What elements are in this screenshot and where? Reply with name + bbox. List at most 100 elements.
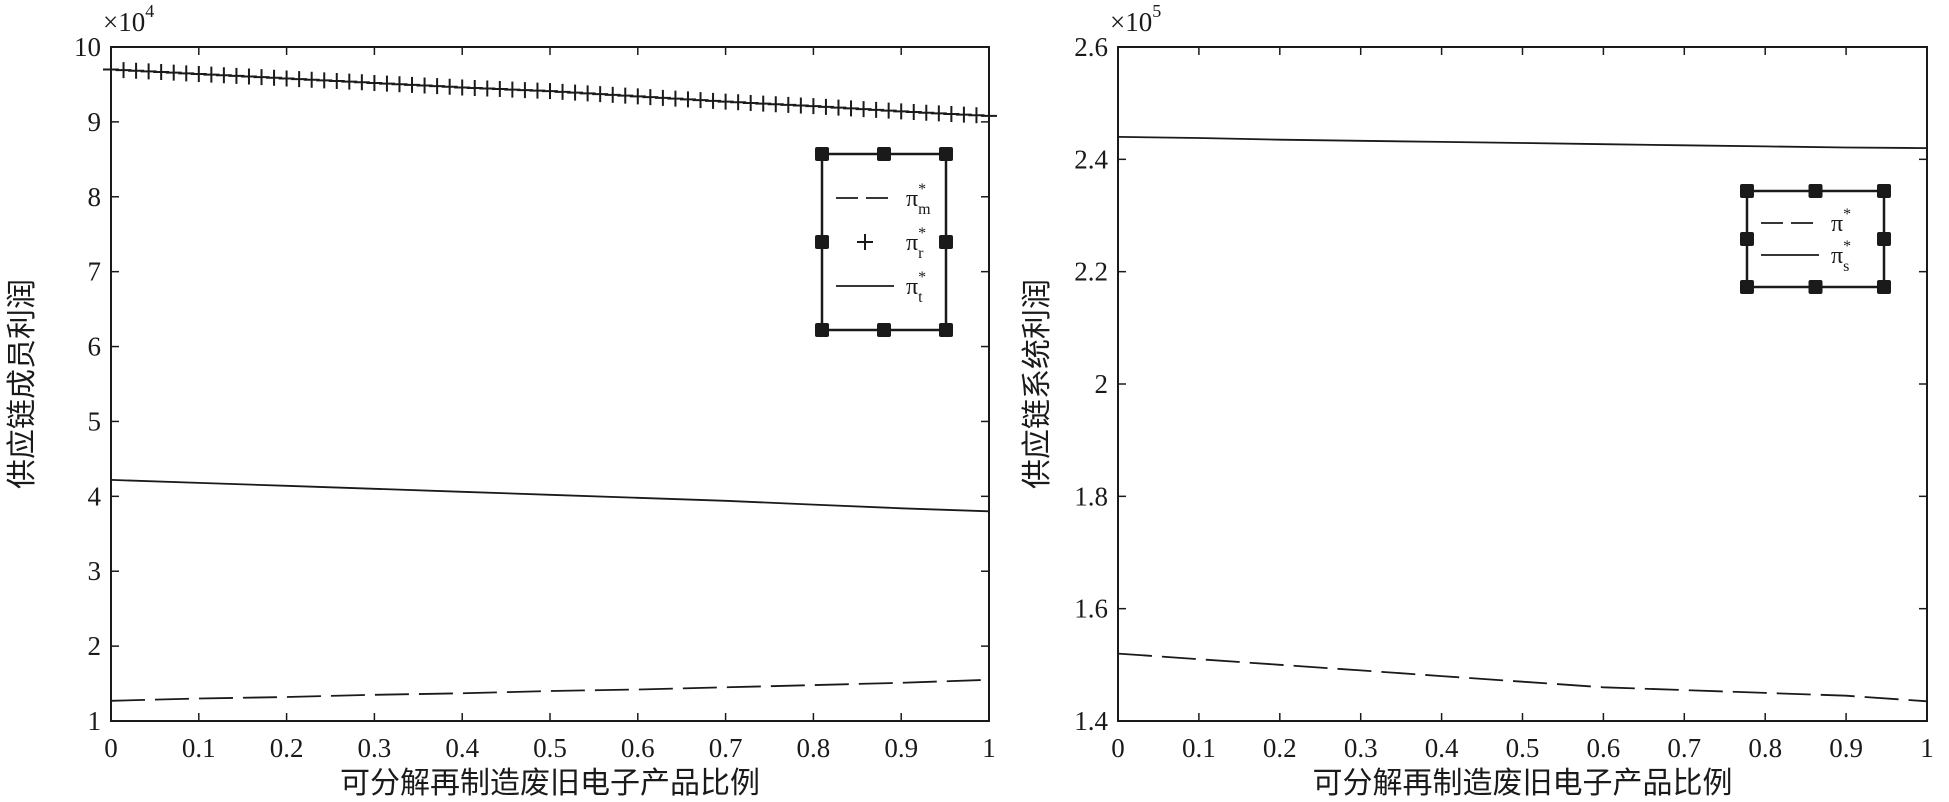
legend-label-sup: * bbox=[918, 269, 926, 286]
y-tick-label: 2 bbox=[88, 631, 102, 661]
legend-resize-handle[interactable] bbox=[1877, 184, 1891, 198]
legend-label-sup: * bbox=[918, 181, 926, 198]
legend-resize-handle[interactable] bbox=[939, 147, 953, 161]
y-tick-label: 2.2 bbox=[1074, 257, 1108, 287]
legend-label-main: π bbox=[1831, 211, 1843, 237]
y-tick-label: 8 bbox=[88, 182, 102, 212]
x-tick-label: 0.8 bbox=[797, 733, 831, 763]
legend-resize-handle[interactable] bbox=[939, 323, 953, 337]
x-tick-label: 0.4 bbox=[445, 733, 479, 763]
legend-resize-handle[interactable] bbox=[877, 323, 891, 337]
y-tick-label: 2.4 bbox=[1074, 144, 1108, 174]
x-tick-label: 0.1 bbox=[182, 733, 216, 763]
y-tick-label: 2 bbox=[1095, 369, 1109, 399]
y-axis-multiplier: ×104 bbox=[103, 1, 154, 37]
x-tick-label: 0.7 bbox=[1667, 733, 1701, 763]
x-tick-label: 0.6 bbox=[1587, 733, 1621, 763]
legend-label-sub: r bbox=[918, 245, 924, 262]
legend-label-sup: * bbox=[1843, 206, 1851, 223]
x-tick-label: 0.1 bbox=[1182, 733, 1216, 763]
y-axis-label: 供应链成员利润 bbox=[6, 279, 39, 489]
legend-label-sub: t bbox=[918, 289, 923, 306]
left-chart-panel: 0 0.1 0.2 0.3 0.4 0.5 0.6 0.7 0.8 0.9 1 1 2 3 4 5 6 7 8 9 10… bbox=[6, 1, 997, 800]
y-tick-label: 3 bbox=[88, 556, 102, 586]
legend-box bbox=[1745, 189, 1886, 289]
x-tick-label: 0.5 bbox=[1506, 733, 1540, 763]
legend-label-sup: * bbox=[1843, 238, 1851, 255]
x-tick-label: 0.2 bbox=[1263, 733, 1297, 763]
y-tick-label: 1 bbox=[88, 706, 102, 736]
series-point bbox=[981, 107, 997, 124]
x-tick-label: 0 bbox=[104, 733, 118, 763]
x-tick-label: 1 bbox=[982, 733, 996, 763]
y-axis-multiplier-exponent: 5 bbox=[1152, 1, 1161, 21]
y-tick-label: 2.6 bbox=[1074, 32, 1108, 62]
series-0-line bbox=[1117, 652, 1928, 703]
x-tick-label: 0.7 bbox=[709, 733, 743, 763]
y-tick-label: 4 bbox=[88, 481, 102, 511]
y-tick-label: 10 bbox=[74, 32, 101, 62]
legend-resize-handle[interactable] bbox=[1808, 184, 1823, 198]
plot-frame bbox=[1117, 46, 1928, 722]
legend-resize-handle[interactable] bbox=[877, 147, 891, 161]
x-tick-label: 1 bbox=[1920, 733, 1934, 763]
legend-label: π* r bbox=[906, 225, 926, 262]
legend-label: π* s bbox=[1831, 238, 1851, 275]
legend-label: π* m bbox=[906, 181, 931, 218]
series-2-line bbox=[110, 479, 990, 513]
x-tick-label: 0.8 bbox=[1748, 733, 1782, 763]
legend-swatch-plus bbox=[857, 234, 873, 250]
legend-resize-handle[interactable] bbox=[1877, 280, 1891, 294]
x-tick-label: 0.3 bbox=[358, 733, 392, 763]
x-tick-label: 0.9 bbox=[884, 733, 918, 763]
legend-label-sup: * bbox=[918, 225, 926, 242]
y-axis-multiplier-base: ×10 bbox=[1110, 7, 1152, 37]
plot-frame bbox=[110, 46, 990, 722]
y-tick-label: 1.8 bbox=[1074, 481, 1108, 511]
y-tick-label: 1.4 bbox=[1074, 706, 1108, 736]
legend-resize-handle[interactable] bbox=[1740, 232, 1754, 246]
legend-label: π* t bbox=[906, 269, 926, 306]
x-tick-label: 0.6 bbox=[621, 733, 655, 763]
legend: π*π* s bbox=[1740, 184, 1891, 294]
series-0-line bbox=[110, 678, 990, 702]
legend-label-main: π bbox=[1831, 243, 1843, 269]
legend-resize-handle[interactable] bbox=[1740, 184, 1754, 198]
legend-label-main: π bbox=[906, 186, 918, 212]
x-tick-label: 0.3 bbox=[1344, 733, 1378, 763]
y-tick-label: 6 bbox=[88, 332, 102, 362]
series-1-markers bbox=[103, 61, 997, 124]
legend-label-main: π bbox=[906, 274, 918, 300]
legend-resize-handle[interactable] bbox=[815, 147, 829, 161]
y-axis-multiplier-base: ×10 bbox=[103, 7, 145, 37]
legend-resize-handle[interactable] bbox=[1877, 232, 1891, 246]
y-axis-label: 供应链系统利润 bbox=[1021, 279, 1054, 489]
x-tick-label: 0.5 bbox=[533, 733, 567, 763]
y-axis-multiplier-exponent: 4 bbox=[145, 1, 154, 21]
x-tick-label: 0.4 bbox=[1425, 733, 1459, 763]
legend-label-main: π bbox=[906, 230, 918, 256]
legend-label-sub: s bbox=[1843, 258, 1849, 275]
legend-label: π* bbox=[1831, 206, 1851, 237]
legend: π* mπ* rπ* t bbox=[815, 147, 953, 337]
legend-resize-handle[interactable] bbox=[939, 235, 953, 249]
x-axis-label: 可分解再制造废旧电子产品比例 bbox=[340, 767, 760, 800]
x-tick-label: 0.9 bbox=[1829, 733, 1863, 763]
legend-box bbox=[820, 152, 948, 332]
legend-resize-handle[interactable] bbox=[815, 323, 829, 337]
y-tick-label: 7 bbox=[88, 257, 102, 287]
y-tick-label: 1.6 bbox=[1074, 594, 1108, 624]
x-axis-label: 可分解再制造废旧电子产品比例 bbox=[1313, 767, 1733, 800]
x-tick-label: 0 bbox=[1111, 733, 1125, 763]
right-chart-panel: 0 0.1 0.2 0.3 0.4 0.5 0.6 0.7 0.8 0.9 1 1.4 1.6 1.8 2 2… bbox=[1021, 1, 1934, 800]
x-tick-label: 0.2 bbox=[270, 733, 304, 763]
y-tick-label: 5 bbox=[88, 406, 102, 436]
y-tick-label: 9 bbox=[88, 107, 102, 137]
y-axis-multiplier: ×105 bbox=[1110, 1, 1161, 37]
legend-label-sub: m bbox=[918, 201, 931, 218]
legend-resize-handle[interactable] bbox=[1808, 280, 1823, 294]
legend-resize-handle[interactable] bbox=[815, 235, 829, 249]
legend-resize-handle[interactable] bbox=[1740, 280, 1754, 294]
series-1-line bbox=[1117, 136, 1928, 149]
